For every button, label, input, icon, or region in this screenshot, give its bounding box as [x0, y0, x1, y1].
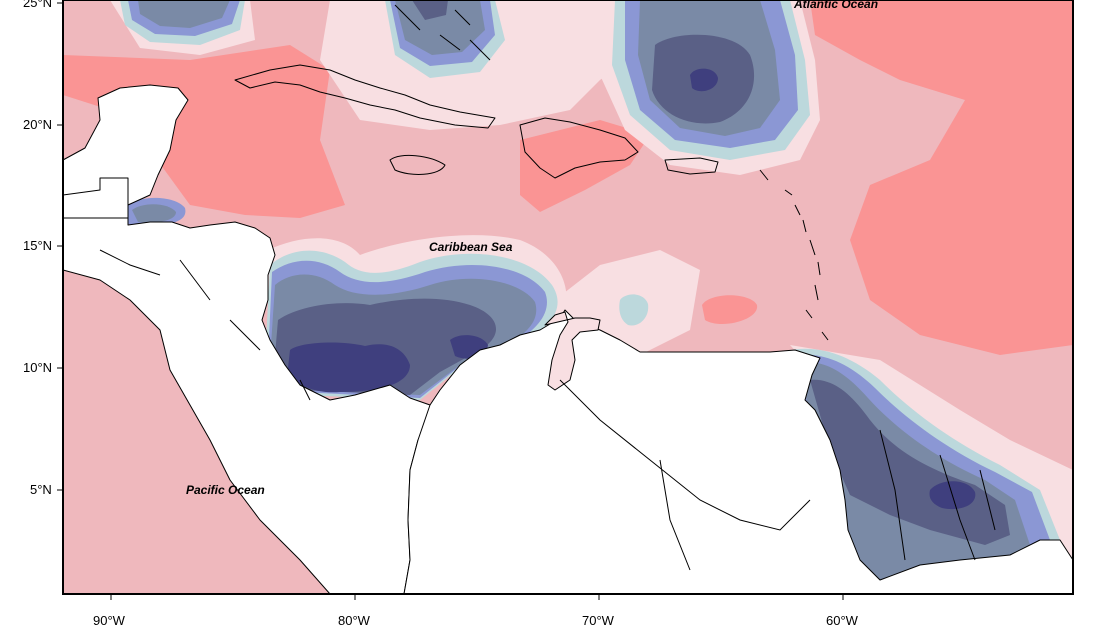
puerto-rico-land — [664, 157, 719, 175]
lesser-antilles — [759, 169, 829, 341]
hispaniola-land — [519, 117, 639, 179]
lat-label-15n: 15°N — [23, 238, 53, 253]
atlantic-ocean-label: Atlantic Ocean — [794, 0, 879, 11]
map-frame — [62, 0, 1074, 595]
lon-label-90w: 90°W — [93, 613, 125, 628]
central-america-borders — [99, 249, 311, 401]
field-neg-honduras-mid — [132, 204, 176, 223]
field-neg-atlantic-core — [690, 68, 718, 92]
guatemala-box — [63, 177, 129, 219]
land-layer — [63, 64, 1073, 594]
field-neg-topleft-mid — [138, 0, 230, 28]
lon-label-60w: 60°W — [826, 613, 858, 628]
cuba-land — [234, 64, 496, 129]
field-neg-bahamas-core — [412, 0, 448, 20]
field-pos-small-1 — [702, 295, 758, 325]
caribbean-sea-label: Caribbean Sea — [429, 240, 513, 254]
guajira-land — [544, 311, 601, 391]
coast-details — [99, 4, 996, 571]
bahamas-islands — [394, 4, 491, 61]
field-pos-east — [810, 0, 1073, 355]
lat-label-10n: 10°N — [23, 360, 53, 375]
lon-label-80w: 80°W — [338, 613, 370, 628]
anomaly-field — [63, 0, 1073, 594]
jamaica-land — [389, 154, 446, 175]
guiana-borders — [879, 429, 996, 561]
pacific-ocean-label: Pacific Ocean — [186, 483, 265, 497]
lon-tick-marks — [110, 594, 844, 600]
lat-tick-marks — [57, 2, 63, 491]
field-neg-curacao — [619, 294, 649, 326]
field-neg-cs-core — [288, 342, 410, 393]
field-neg-bahamas-mid — [395, 0, 485, 55]
central-america-land — [63, 84, 439, 594]
lat-label-5n: 5°N — [30, 482, 52, 497]
lon-label-70w: 70°W — [582, 613, 614, 628]
lat-label-20n: 20°N — [23, 117, 53, 132]
lat-label-25n: 25°N — [23, 0, 53, 10]
venezuela-border — [559, 379, 811, 571]
